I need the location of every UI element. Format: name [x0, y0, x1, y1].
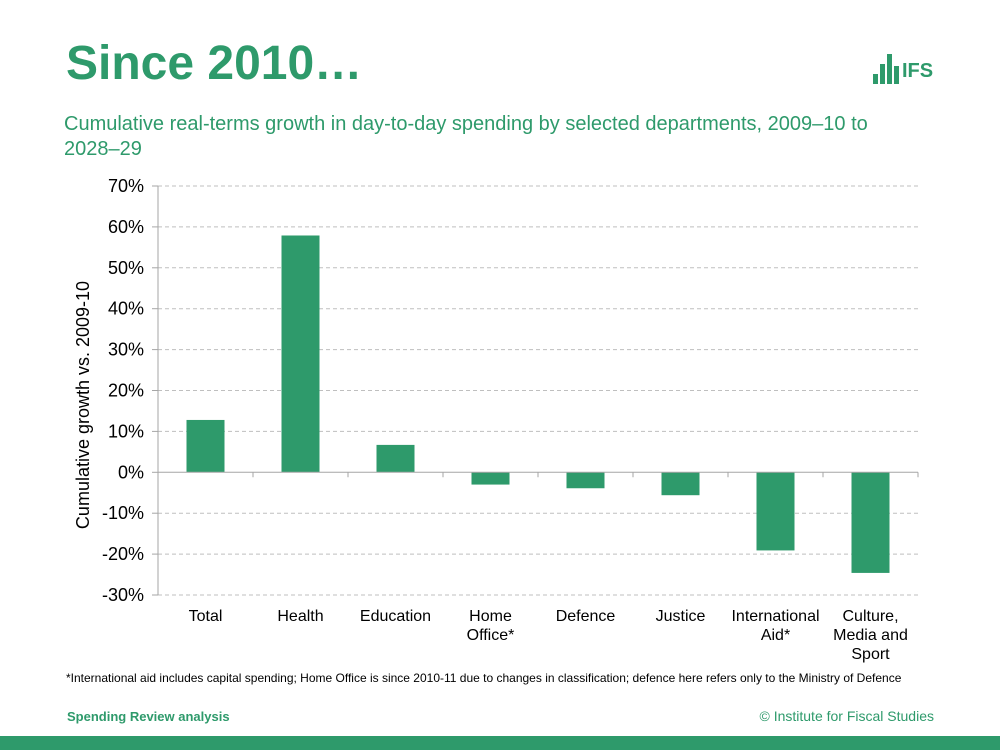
x-tick-label: Health: [277, 608, 323, 625]
bar-chart-icon: [873, 54, 899, 84]
x-tick-labels: Total Health Education Home Office* Defence Ju…: [189, 608, 908, 663]
footnote: *International aid includes capital spen…: [66, 671, 902, 685]
x-tick-label: Justice: [656, 608, 706, 625]
y-tick-label: -10%: [102, 503, 144, 523]
axes: [152, 185, 919, 596]
x-tick-label: Education: [360, 608, 431, 625]
bar: [281, 235, 320, 473]
x-tick-label-line: Office*: [467, 627, 515, 644]
bar: [566, 472, 605, 489]
y-tick-label: 20%: [108, 381, 144, 401]
x-tick-label-line: Home: [469, 608, 512, 625]
bar: [186, 419, 225, 473]
bottom-accent-bar: [0, 736, 1000, 750]
y-tick-label: 40%: [108, 299, 144, 319]
y-tick-label: -20%: [102, 544, 144, 564]
bars: [186, 235, 890, 573]
x-tick-label: Defence: [556, 608, 616, 625]
x-tick-label: International Aid*: [731, 608, 819, 644]
y-tick-labels: 70% 60% 50% 40% 30% 20% 10% 0% -10% -20% -30%: [102, 176, 144, 605]
chart-subtitle: Cumulative real-terms growth in day-to-d…: [64, 113, 868, 160]
bar: [661, 472, 700, 496]
bar: [756, 472, 795, 551]
x-tick-label-line: Aid*: [761, 627, 790, 644]
y-tick-label: 0%: [118, 462, 144, 482]
footer-copyright: © Institute for Fiscal Studies: [759, 708, 935, 724]
page-title: Since 2010…: [66, 37, 363, 90]
y-tick-label: -30%: [102, 585, 144, 605]
bar: [851, 472, 890, 573]
x-tick-label-line: Sport: [851, 646, 890, 663]
x-tick-label-line: Media and: [833, 627, 908, 644]
y-axis-label: Cumulative growth vs. 2009-10: [73, 281, 93, 529]
x-tick-label-line: Education: [360, 608, 431, 625]
bar: [376, 444, 415, 473]
footer-source: Spending Review analysis: [67, 709, 230, 724]
grid-lines: [158, 185, 918, 596]
x-tick-label-line: Culture,: [842, 608, 898, 625]
x-tick-label: Home Office*: [467, 608, 515, 644]
x-tick-label-line: International: [731, 608, 819, 625]
x-tick-label-line: Total: [189, 608, 223, 625]
y-tick-label: 50%: [108, 258, 144, 278]
bar: [471, 472, 510, 485]
y-tick-label: 30%: [108, 340, 144, 360]
bar-chart: 70% 60% 50% 40% 30% 20% 10% 0% -10% -20% -30% Tota…: [73, 176, 919, 663]
y-tick-label: 60%: [108, 217, 144, 237]
x-tick-label: Culture, Media and Sport: [833, 608, 908, 663]
x-tick-label: Total: [189, 608, 223, 625]
x-tick-label-line: Justice: [656, 608, 706, 625]
x-tick-label-line: Defence: [556, 608, 616, 625]
x-tick-label-line: Health: [277, 608, 323, 625]
logo-text: IFS: [902, 60, 934, 82]
ifs-logo: IFS: [873, 48, 937, 84]
y-tick-label: 70%: [108, 176, 144, 196]
y-tick-label: 10%: [108, 421, 144, 441]
